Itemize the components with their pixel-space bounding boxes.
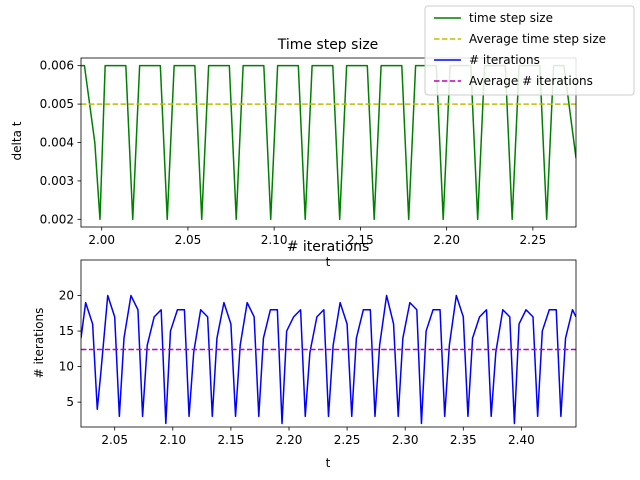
plot-area-frame: [80, 57, 577, 228]
iterations-y-axis-label: # iterations: [32, 308, 46, 379]
legend-label: Average time step size: [469, 32, 606, 46]
plot-area-frame: [80, 259, 577, 428]
x-tick-label: 2.20: [433, 233, 460, 247]
y-tick-label: 0.002: [40, 212, 74, 226]
x-tick-label: 2.00: [88, 233, 115, 247]
legend-label: # iterations: [469, 53, 540, 67]
time-step-x-axis-label: t: [326, 255, 331, 269]
legend: time step size Average time step size # it…: [424, 5, 635, 96]
x-tick-label: 2.40: [508, 433, 535, 447]
y-tick-label: 0.005: [40, 97, 74, 111]
y-tick-label: 0.006: [40, 59, 74, 73]
iterations-series-line: [81, 294, 576, 425]
y-tick-label: 10: [59, 360, 74, 374]
time-step-chart-title: Time step size: [277, 37, 379, 53]
iterations-chart: # iterations # iterations t 2.05 2.10 2.15…: [32, 239, 577, 470]
time-step-y-axis-label: delta t: [10, 121, 24, 160]
x-tick-label: 2.20: [276, 433, 303, 447]
x-tick-label: 2.10: [261, 233, 288, 247]
y-tick-label: 0.004: [40, 136, 74, 150]
time-step-chart: Time step size delta t t 2.00 2.05 2.10 2.1…: [10, 37, 577, 269]
legend-box: [424, 5, 635, 96]
x-tick-label: 2.10: [159, 433, 186, 447]
x-tick-label: 2.15: [347, 233, 374, 247]
legend-label: time step size: [469, 11, 553, 25]
y-tick-label: 20: [59, 289, 74, 303]
y-tick-label: 0.003: [40, 174, 74, 188]
y-tick-label: 5: [66, 395, 74, 409]
x-tick-label: 2.05: [101, 433, 128, 447]
iterations-chart-title: # iterations: [287, 239, 370, 255]
x-tick-label: 2.35: [450, 433, 477, 447]
legend-label: Average # iterations: [469, 74, 593, 88]
x-tick-label: 2.15: [218, 433, 245, 447]
x-tick-label: 2.05: [175, 233, 202, 247]
x-tick-label: 2.30: [392, 433, 419, 447]
iterations-x-axis-label: t: [326, 456, 331, 470]
x-tick-label: 2.25: [334, 433, 361, 447]
y-tick-label: 15: [59, 324, 74, 338]
x-tick-label: 2.25: [520, 233, 547, 247]
